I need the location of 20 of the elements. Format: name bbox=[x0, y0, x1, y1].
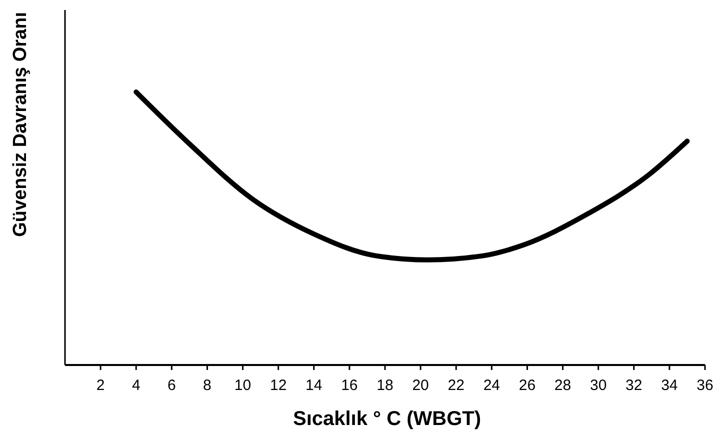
x-tick-label: 32 bbox=[626, 377, 642, 394]
x-tick-label: 4 bbox=[132, 377, 140, 394]
x-tick-label: 18 bbox=[376, 377, 394, 394]
x-tick-label: 36 bbox=[696, 377, 714, 394]
x-tick-label: 24 bbox=[483, 377, 500, 394]
x-tick-label: 16 bbox=[341, 377, 358, 394]
x-tick-label: 12 bbox=[270, 377, 287, 394]
x-tick-label: 30 bbox=[590, 377, 607, 394]
x-tick-label: 26 bbox=[518, 377, 536, 394]
x-tick-label: 28 bbox=[554, 377, 572, 394]
x-tick-label: 34 bbox=[661, 377, 678, 394]
x-tick-label: 8 bbox=[203, 377, 212, 394]
x-tick-label: 20 bbox=[412, 377, 429, 394]
y-axis-title: Güvensiz Davranış Oranı bbox=[10, 12, 31, 237]
x-tick-label: 22 bbox=[448, 377, 464, 394]
x-tick-label: 2 bbox=[96, 377, 105, 394]
x-tick-label: 10 bbox=[234, 377, 252, 394]
x-axis-title: Sıcaklık ° C (WBGT) bbox=[292, 408, 482, 430]
x-tick-label: 6 bbox=[167, 377, 176, 394]
x-tick-label: 14 bbox=[306, 377, 322, 394]
